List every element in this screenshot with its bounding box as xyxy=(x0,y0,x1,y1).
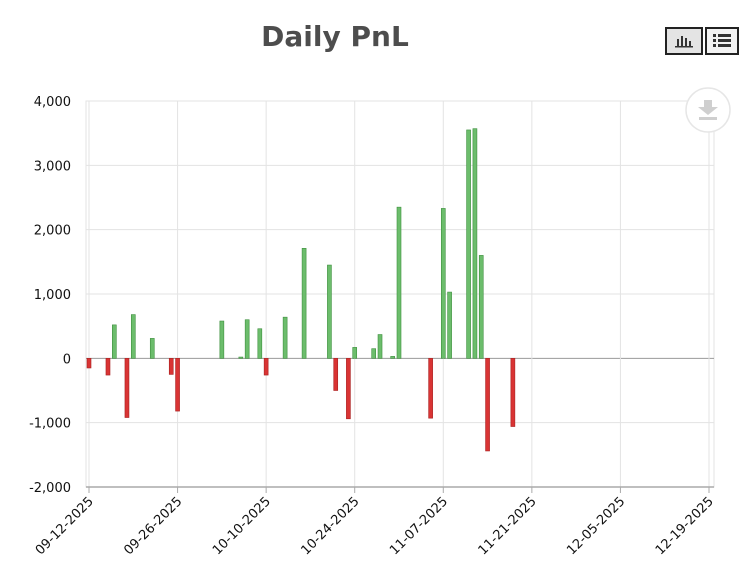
table-view-button[interactable] xyxy=(705,27,739,55)
y-tick-label: 2,000 xyxy=(34,224,71,239)
bar-positive[interactable] xyxy=(440,208,446,359)
bar-positive[interactable] xyxy=(466,129,471,359)
bar-positive[interactable] xyxy=(244,319,250,359)
y-tick-label: 3,000 xyxy=(34,159,71,174)
bar-positive[interactable] xyxy=(282,316,288,359)
bar-negative[interactable] xyxy=(485,358,490,452)
bar-positive[interactable] xyxy=(390,356,395,359)
y-tick-label: 4,000 xyxy=(34,95,71,110)
bar-positive[interactable] xyxy=(472,128,478,359)
x-tick-label: 09-12-2025 xyxy=(33,494,97,558)
bar-positive[interactable] xyxy=(301,248,307,359)
x-tick-label: 12-19-2025 xyxy=(653,494,717,558)
y-tick-label: -1,000 xyxy=(29,417,71,432)
bar-positive[interactable] xyxy=(377,334,383,359)
bar-positive[interactable] xyxy=(371,348,376,359)
bar-positive[interactable] xyxy=(112,324,117,359)
bar-negative[interactable] xyxy=(428,358,433,419)
download-icon xyxy=(698,100,718,120)
x-tick-label: 10-24-2025 xyxy=(299,494,363,558)
bar-positive[interactable] xyxy=(352,347,358,359)
bar-positive[interactable] xyxy=(327,264,332,359)
bar-negative[interactable] xyxy=(175,358,180,412)
bar-negative[interactable] xyxy=(510,358,516,427)
bar-negative[interactable] xyxy=(168,358,174,375)
bar-positive[interactable] xyxy=(130,314,136,359)
bar-positive[interactable] xyxy=(396,206,402,359)
x-tick-label: 12-05-2025 xyxy=(564,494,628,558)
chart-title: Daily PnL xyxy=(261,20,409,53)
bar-negative[interactable] xyxy=(124,358,130,418)
x-tick-label: 10-10-2025 xyxy=(210,494,274,558)
bar-positive[interactable] xyxy=(149,338,155,359)
bar-negative[interactable] xyxy=(105,358,111,376)
bars xyxy=(86,128,516,452)
list-icon xyxy=(713,34,731,47)
bar-positive[interactable] xyxy=(447,291,452,359)
y-tick-label: 1,000 xyxy=(34,288,71,303)
bar-positive[interactable] xyxy=(238,356,244,359)
bar-positive[interactable] xyxy=(257,328,263,359)
bar-chart-icon xyxy=(675,36,693,48)
y-tick-label: -2,000 xyxy=(29,481,71,496)
bar-positive[interactable] xyxy=(219,320,225,359)
bar-negative[interactable] xyxy=(346,358,351,420)
bar-negative[interactable] xyxy=(333,358,339,391)
x-tick-label: 11-21-2025 xyxy=(476,494,540,558)
x-tick-label: 11-07-2025 xyxy=(387,494,451,558)
bar-positive[interactable] xyxy=(478,255,484,359)
download-button[interactable] xyxy=(685,87,731,133)
bar-negative[interactable] xyxy=(263,358,269,376)
bar-negative[interactable] xyxy=(86,358,92,369)
bar-view-button[interactable] xyxy=(665,27,703,55)
x-tick-label: 09-26-2025 xyxy=(121,494,185,558)
y-tick-label: 0 xyxy=(63,352,71,367)
